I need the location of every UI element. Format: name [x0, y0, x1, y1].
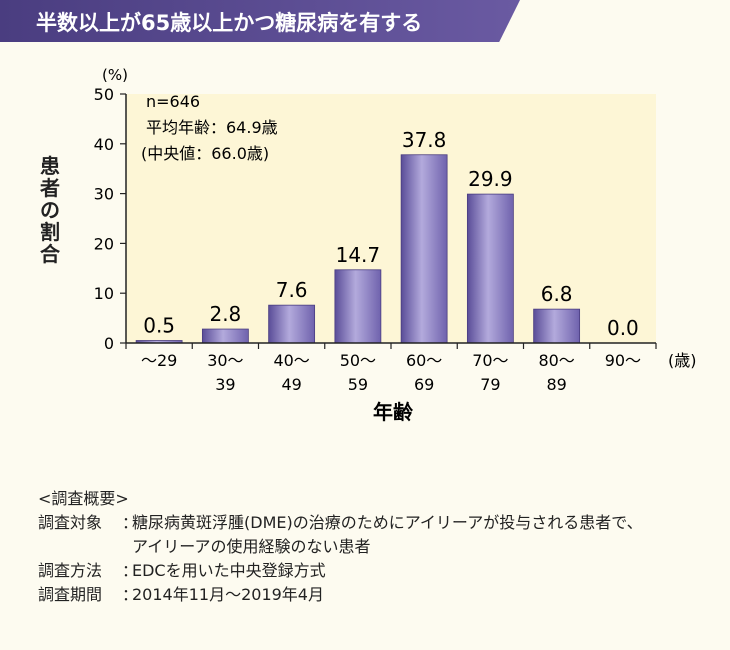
x-tick-label: 50～	[340, 351, 376, 370]
survey-key	[38, 535, 122, 559]
survey-key: 調査対象	[38, 513, 103, 532]
annotation-0: n=646	[146, 92, 200, 111]
survey-heading: <調査概要>	[38, 489, 129, 508]
annotation-2: (中央値：66.0歳)	[141, 144, 269, 163]
survey-separator	[122, 535, 132, 559]
bar-value-label: 0.5	[143, 314, 175, 338]
bar-5	[466, 193, 514, 344]
x-axis-title: 年齢	[373, 400, 414, 424]
x-tick-label: 39	[215, 375, 235, 394]
y-tick-label: 20	[94, 234, 114, 253]
survey-key: 調査期間	[38, 585, 103, 604]
y-axis-title-char: 患	[40, 154, 60, 178]
x-tick-label: 30～	[207, 351, 243, 370]
y-tick-label: 40	[94, 135, 114, 154]
y-axis-title-char: 合	[40, 242, 60, 266]
bar-value-label: 37.8	[402, 128, 447, 152]
survey-separator: ：	[122, 561, 139, 580]
survey-row: 調査対象 ：糖尿病黄斑浮腫(DME)の治療のためにアイリーアが投与される患者で、	[38, 511, 643, 535]
bar-value-label: 7.6	[276, 278, 308, 302]
x-tick-label: 69	[414, 375, 434, 394]
y-tick-label: 0	[104, 334, 114, 353]
y-tick-label: 10	[94, 284, 114, 303]
x-tick-label: 60～	[406, 351, 442, 370]
x-tick-label: 79	[480, 375, 500, 394]
survey-value: 糖尿病黄斑浮腫(DME)の治療のためにアイリーアが投与される患者で、	[132, 513, 643, 532]
survey-row: 調査方法 ： EDCを用いた中央登録方式	[38, 559, 643, 583]
x-tick-label: ～29	[141, 351, 177, 370]
survey-key: 調査方法	[38, 561, 103, 580]
chart-title: 半数以上が65歳以上かつ糖尿病を有する	[36, 11, 423, 35]
y-tick-label: 30	[94, 185, 114, 204]
survey-row: 調査期間 ： 2014年11月～2019年4月	[38, 583, 643, 607]
bar-3	[334, 269, 382, 344]
survey-value: EDCを用いた中央登録方式	[132, 561, 326, 580]
title-banner: 半数以上が65歳以上かつ糖尿病を有する	[0, 0, 520, 42]
bar-value-label: 6.8	[541, 282, 573, 306]
x-tick-label: 49	[281, 375, 301, 394]
x-unit-label: (歳)	[668, 351, 697, 370]
x-tick-label: 80～	[538, 351, 574, 370]
survey-value: アイリーアの使用経験のない患者	[132, 537, 371, 556]
x-tick-label: 59	[348, 375, 368, 394]
bar-1	[201, 328, 249, 344]
x-tick-label: 89	[546, 375, 566, 394]
survey-summary: <調査概要> 調査対象：糖尿病黄斑浮腫(DME)の治療のためにアイリーアが投与さ…	[38, 487, 643, 607]
bar-2	[268, 304, 316, 344]
survey-value: 2014年11月～2019年4月	[132, 585, 324, 604]
bar-value-label: 2.8	[209, 302, 241, 326]
survey-separator: ：	[122, 585, 139, 604]
annotation-1: 平均年齢：64.9歳	[146, 118, 278, 137]
bar-4	[400, 154, 448, 344]
bar-value-label: 14.7	[336, 243, 381, 267]
y-axis-title-char: の	[40, 198, 60, 222]
y-axis-title-char: 割	[40, 220, 60, 244]
survey-row: アイリーアの使用経験のない患者	[38, 535, 643, 559]
bar-value-label: 0.0	[607, 316, 639, 340]
plot-background	[126, 94, 656, 343]
bar-6	[533, 308, 581, 344]
y-axis-title-char: 者	[40, 176, 60, 200]
y-unit-label: (%)	[102, 66, 128, 84]
x-tick-label: 40～	[273, 351, 309, 370]
x-tick-label: 70～	[472, 351, 508, 370]
y-tick-label: 50	[94, 85, 114, 104]
x-tick-label: 90～	[605, 351, 641, 370]
survey-separator: ：	[122, 513, 139, 532]
bar-value-label: 29.9	[468, 167, 513, 191]
